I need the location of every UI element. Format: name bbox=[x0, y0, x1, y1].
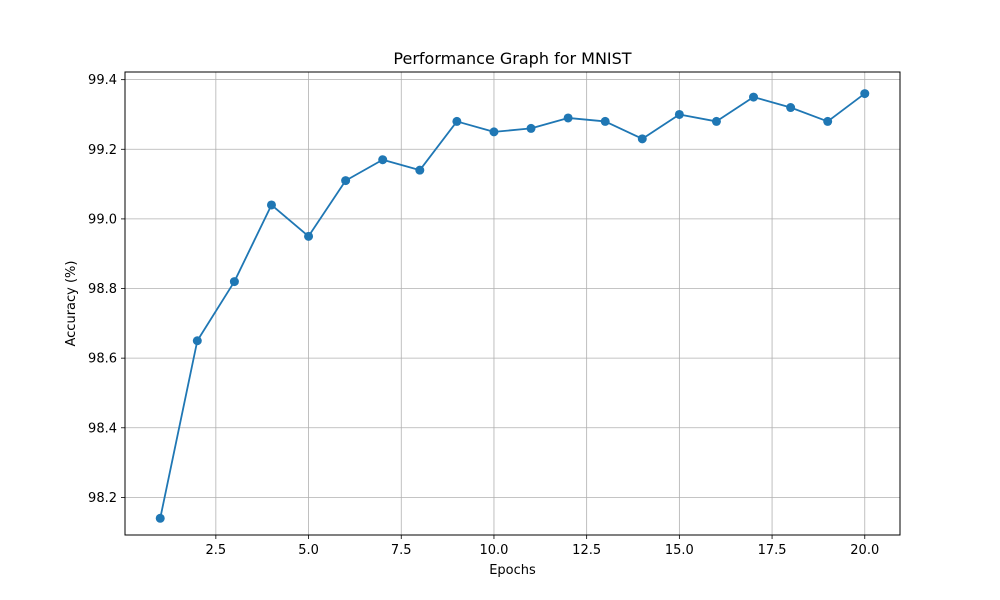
x-tick-label: 12.5 bbox=[572, 543, 601, 558]
x-axis-ticks: 2.5 5.0 7.5 10.0 12.5 15.0 17.5 20.0 bbox=[206, 535, 879, 558]
data-point bbox=[155, 513, 165, 523]
data-point bbox=[489, 127, 499, 137]
data-point bbox=[563, 113, 573, 123]
data-point bbox=[786, 103, 796, 113]
chart-title: Performance Graph for MNIST bbox=[393, 49, 631, 68]
data-point bbox=[860, 89, 870, 99]
data-point bbox=[452, 116, 462, 126]
data-point bbox=[674, 109, 684, 119]
x-tick-label: 20.0 bbox=[850, 543, 879, 558]
x-tick-label: 10.0 bbox=[479, 543, 508, 558]
y-tick-label: 98.4 bbox=[88, 421, 117, 436]
data-point bbox=[415, 165, 425, 175]
data-point bbox=[304, 231, 314, 241]
y-tick-label: 98.8 bbox=[88, 282, 117, 297]
data-point bbox=[341, 176, 351, 186]
y-tick-label: 99.4 bbox=[88, 73, 117, 88]
series-line bbox=[159, 92, 866, 519]
data-point bbox=[266, 200, 276, 210]
data-series bbox=[155, 89, 870, 523]
plot-frame bbox=[124, 71, 901, 536]
data-point bbox=[526, 123, 536, 133]
y-tick-label: 98.6 bbox=[88, 352, 117, 367]
data-point bbox=[749, 92, 759, 102]
data-point bbox=[823, 116, 833, 126]
x-tick-label: 5.0 bbox=[298, 543, 319, 558]
data-point bbox=[378, 155, 388, 165]
data-point bbox=[192, 336, 202, 346]
x-tick-label: 15.0 bbox=[665, 543, 694, 558]
x-tick-label: 2.5 bbox=[206, 543, 227, 558]
y-axis-label: Accuracy (%) bbox=[64, 261, 79, 347]
data-point bbox=[637, 134, 647, 144]
y-tick-label: 99.0 bbox=[88, 212, 117, 227]
y-tick-label: 99.2 bbox=[88, 143, 117, 158]
y-tick-label: 98.2 bbox=[88, 491, 117, 506]
grid-lines bbox=[125, 72, 900, 535]
data-point bbox=[600, 116, 610, 126]
y-axis-ticks: 98.2 98.4 98.6 98.8 99.0 99.2 99.4 bbox=[88, 73, 125, 506]
data-point bbox=[229, 277, 239, 287]
data-point bbox=[711, 116, 721, 126]
x-tick-label: 17.5 bbox=[758, 543, 787, 558]
x-tick-label: 7.5 bbox=[391, 543, 412, 558]
x-axis-label: Epochs bbox=[489, 563, 536, 578]
